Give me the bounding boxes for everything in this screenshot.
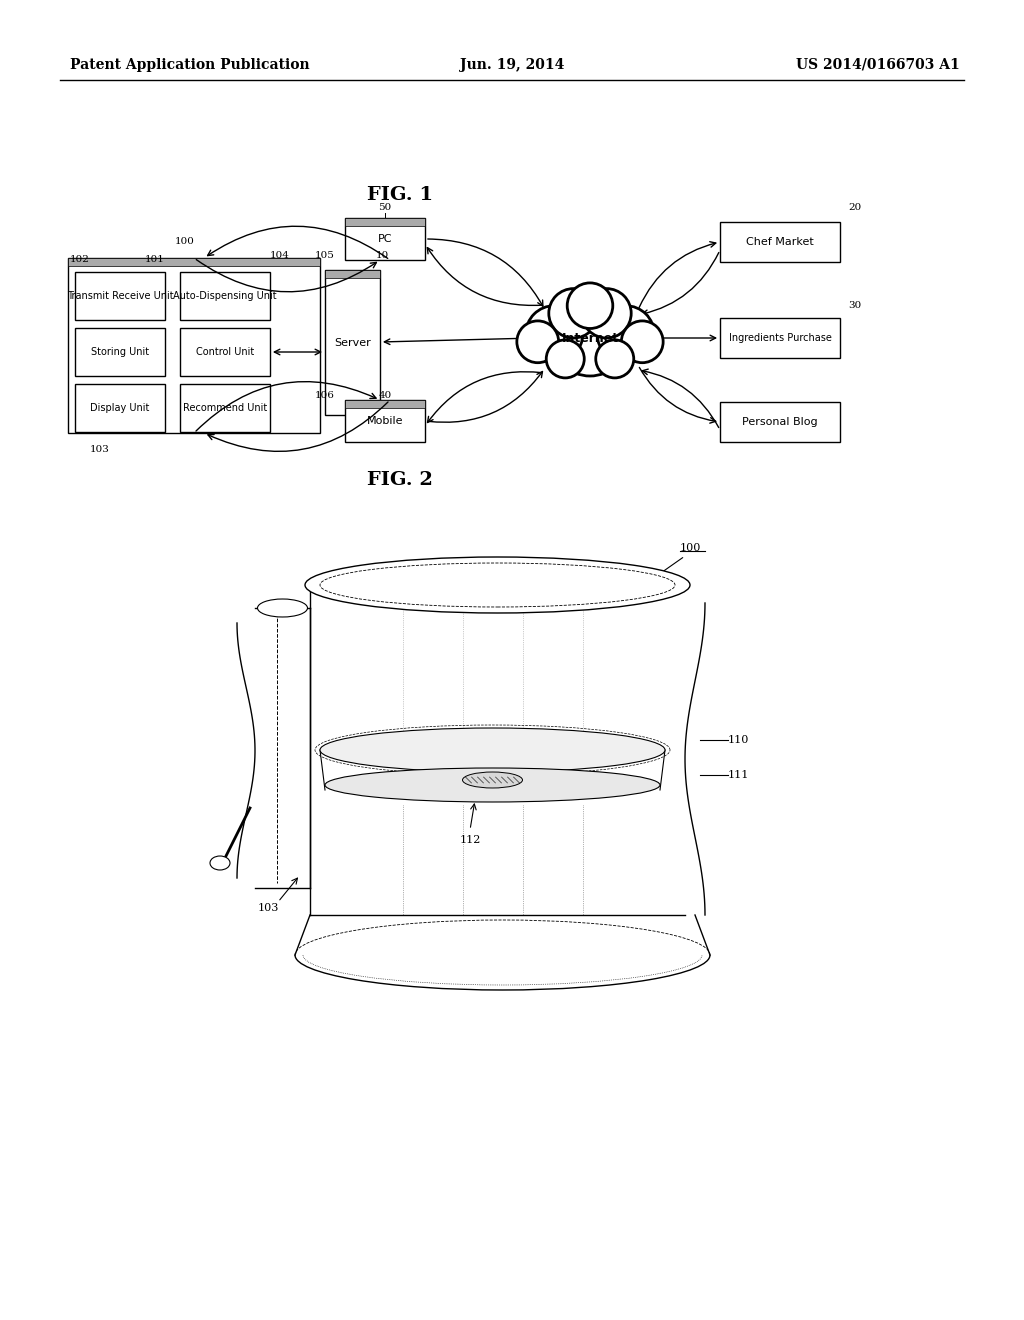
Circle shape — [567, 282, 612, 329]
Bar — [325, 271, 380, 414]
Text: Control Unit: Control Unit — [196, 347, 254, 356]
Bar — [75, 327, 165, 376]
Bar — [180, 272, 270, 319]
Bar — [720, 222, 840, 261]
Text: 100: 100 — [680, 543, 701, 553]
Text: Chef Market: Chef Market — [746, 238, 814, 247]
Text: 111: 111 — [728, 770, 750, 780]
Text: FIG. 1: FIG. 1 — [367, 186, 433, 205]
Bar — [720, 318, 840, 358]
Text: Recommend Unit: Recommend Unit — [183, 403, 267, 413]
Circle shape — [525, 306, 583, 363]
Text: Internet: Internet — [561, 331, 618, 345]
Bar — [345, 218, 425, 226]
Ellipse shape — [325, 768, 660, 803]
Bar — [68, 257, 319, 433]
Text: 30: 30 — [848, 301, 861, 309]
Text: Personal Blog: Personal Blog — [742, 417, 818, 426]
Circle shape — [582, 289, 631, 338]
Text: FIG. 2: FIG. 2 — [367, 471, 433, 488]
Text: 112: 112 — [460, 836, 480, 845]
Text: 105: 105 — [315, 252, 335, 260]
Text: 103: 103 — [90, 446, 110, 454]
Circle shape — [517, 321, 559, 363]
Text: PC: PC — [378, 234, 392, 244]
Text: Patent Application Publication: Patent Application Publication — [70, 58, 309, 73]
Ellipse shape — [210, 855, 230, 870]
Text: Jun. 19, 2014: Jun. 19, 2014 — [460, 58, 564, 73]
Circle shape — [622, 321, 664, 363]
Text: 20: 20 — [848, 203, 861, 213]
Text: Display Unit: Display Unit — [90, 403, 150, 413]
Text: Ingredients Purchase: Ingredients Purchase — [728, 333, 831, 343]
Bar — [180, 327, 270, 376]
Bar — [345, 400, 425, 442]
Circle shape — [597, 306, 654, 363]
Bar — [180, 384, 270, 432]
Text: US 2014/0166703 A1: US 2014/0166703 A1 — [797, 58, 961, 73]
Text: Server: Server — [334, 338, 371, 347]
Text: 100: 100 — [175, 238, 195, 247]
Text: 101: 101 — [145, 256, 165, 264]
Ellipse shape — [463, 772, 522, 788]
Circle shape — [549, 289, 598, 338]
Text: 102: 102 — [70, 256, 90, 264]
Text: Mobile: Mobile — [367, 416, 403, 426]
Circle shape — [546, 339, 585, 378]
Text: Transmit Receive Unit: Transmit Receive Unit — [67, 290, 173, 301]
Text: 103: 103 — [258, 903, 280, 913]
Bar — [345, 218, 425, 260]
Bar — [325, 271, 380, 279]
Ellipse shape — [305, 557, 690, 612]
Text: 50: 50 — [379, 203, 391, 213]
Text: 40: 40 — [379, 392, 391, 400]
Bar — [345, 400, 425, 408]
Bar — [720, 403, 840, 442]
Circle shape — [596, 339, 634, 378]
Text: 10: 10 — [376, 252, 389, 260]
Ellipse shape — [319, 729, 665, 772]
Bar — [68, 257, 319, 267]
Text: 110: 110 — [728, 735, 750, 744]
Bar — [75, 272, 165, 319]
Ellipse shape — [257, 599, 307, 616]
Text: 104: 104 — [270, 252, 290, 260]
Bar — [75, 384, 165, 432]
Text: Storing Unit: Storing Unit — [91, 347, 150, 356]
Circle shape — [552, 300, 628, 376]
Text: 106: 106 — [315, 392, 335, 400]
Text: Auto-Dispensing Unit: Auto-Dispensing Unit — [173, 290, 276, 301]
